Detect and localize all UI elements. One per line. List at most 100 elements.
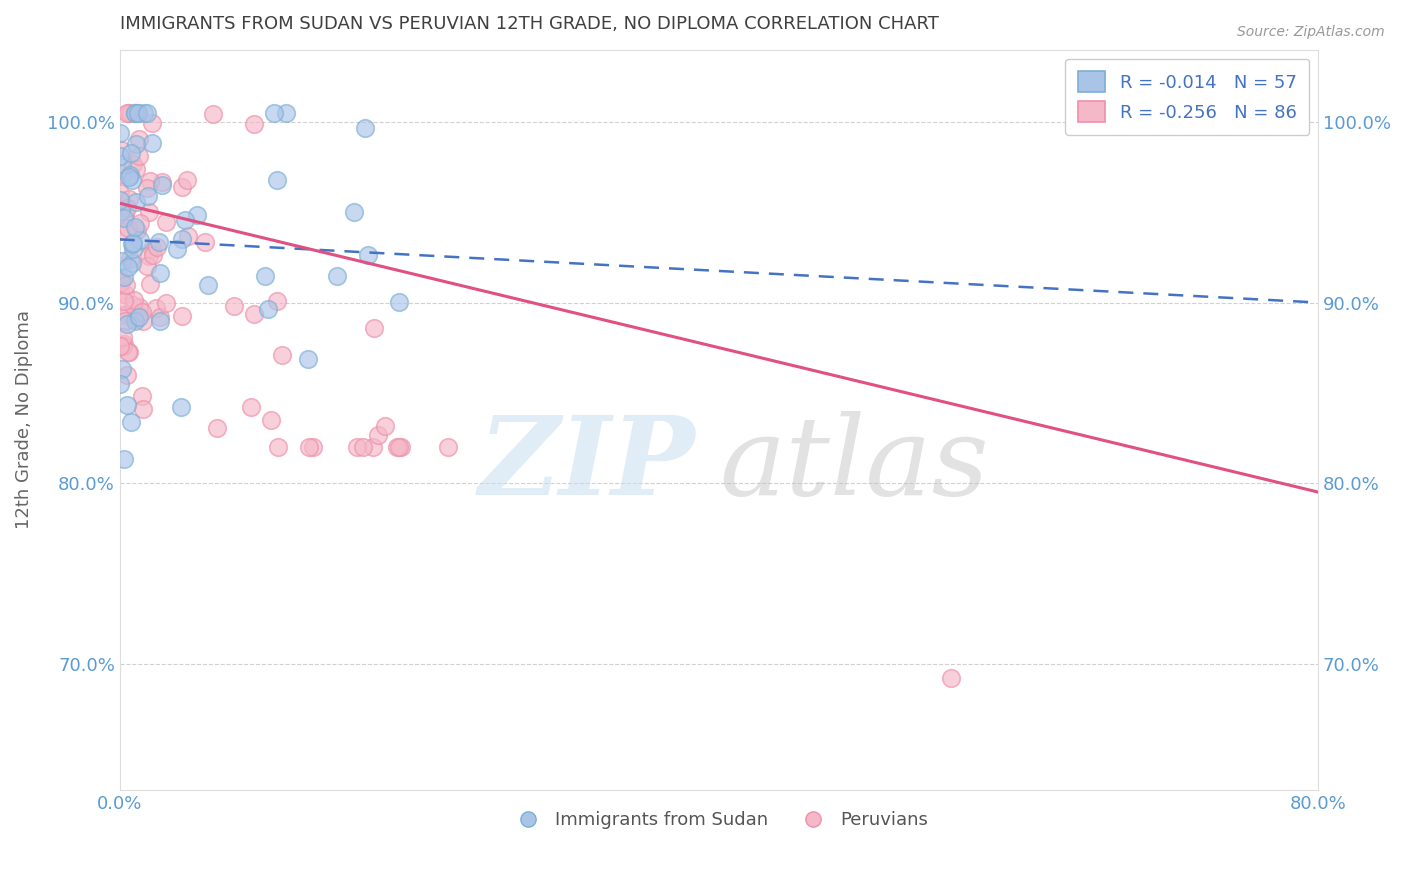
Point — [298, 440, 321, 454]
Point — [302, 440, 325, 454]
Point — [128, 106, 150, 120]
Point — [128, 149, 150, 163]
Point — [110, 273, 132, 287]
Legend: Immigrants from Sudan, Peruvians: Immigrants from Sudan, Peruvians — [502, 804, 935, 837]
Point — [121, 255, 143, 269]
Point — [122, 312, 145, 326]
Point — [363, 321, 385, 335]
Point — [112, 336, 135, 351]
Point — [125, 195, 148, 210]
Point — [127, 106, 149, 120]
Point — [117, 307, 139, 321]
Point — [121, 242, 143, 256]
Point — [136, 180, 159, 194]
Point — [139, 277, 162, 292]
Point — [122, 293, 145, 307]
Y-axis label: 12th Grade, No Diploma: 12th Grade, No Diploma — [15, 310, 32, 529]
Point — [118, 192, 141, 206]
Point — [114, 207, 136, 221]
Point — [115, 317, 138, 331]
Text: Source: ZipAtlas.com: Source: ZipAtlas.com — [1237, 25, 1385, 39]
Point — [108, 127, 131, 141]
Point — [114, 314, 136, 328]
Point — [127, 222, 149, 236]
Point — [263, 106, 285, 120]
Point — [254, 268, 277, 283]
Point — [170, 179, 193, 194]
Point — [108, 339, 131, 353]
Point — [112, 452, 135, 467]
Point — [112, 269, 135, 284]
Point — [174, 213, 197, 227]
Point — [141, 136, 163, 151]
Point — [138, 205, 160, 219]
Point — [166, 242, 188, 256]
Point — [117, 345, 139, 359]
Point — [117, 398, 139, 412]
Point — [142, 248, 165, 262]
Point — [325, 268, 347, 283]
Point — [118, 169, 141, 184]
Point — [172, 232, 194, 246]
Point — [271, 348, 294, 362]
Point — [186, 208, 208, 222]
Point — [145, 301, 167, 315]
Point — [111, 167, 134, 181]
Point — [129, 217, 152, 231]
Point — [111, 361, 134, 376]
Point — [266, 293, 288, 308]
Point — [150, 178, 173, 192]
Point — [297, 351, 319, 366]
Point — [108, 193, 131, 207]
Point — [120, 415, 142, 429]
Point — [374, 418, 396, 433]
Point — [267, 440, 290, 454]
Point — [120, 145, 142, 160]
Point — [122, 236, 145, 251]
Point — [135, 106, 157, 120]
Point — [939, 671, 962, 685]
Point — [266, 173, 288, 187]
Point — [124, 314, 146, 328]
Point — [131, 305, 153, 319]
Point — [136, 259, 159, 273]
Point — [170, 400, 193, 414]
Point — [131, 389, 153, 403]
Point — [257, 301, 280, 316]
Point — [242, 117, 264, 131]
Point — [112, 329, 135, 343]
Point — [110, 275, 132, 289]
Point — [121, 156, 143, 170]
Point — [274, 106, 297, 120]
Point — [222, 299, 245, 313]
Point — [155, 296, 177, 310]
Point — [108, 225, 131, 239]
Point — [117, 368, 139, 383]
Point — [148, 235, 170, 249]
Point — [115, 202, 138, 216]
Point — [110, 376, 132, 391]
Point — [110, 143, 132, 157]
Point — [385, 440, 408, 454]
Point — [128, 310, 150, 325]
Point — [342, 204, 364, 219]
Point — [145, 239, 167, 253]
Point — [111, 157, 134, 171]
Point — [111, 254, 134, 268]
Point — [110, 204, 132, 219]
Point — [117, 106, 139, 120]
Point — [114, 211, 136, 226]
Point — [124, 106, 146, 120]
Point — [202, 107, 225, 121]
Point — [132, 402, 155, 417]
Point — [121, 237, 143, 252]
Point — [260, 412, 283, 426]
Point — [197, 277, 219, 292]
Point — [240, 400, 263, 414]
Point — [388, 440, 411, 454]
Point — [134, 106, 156, 120]
Point — [388, 295, 411, 310]
Point — [194, 235, 217, 250]
Point — [367, 427, 389, 442]
Point — [437, 440, 460, 454]
